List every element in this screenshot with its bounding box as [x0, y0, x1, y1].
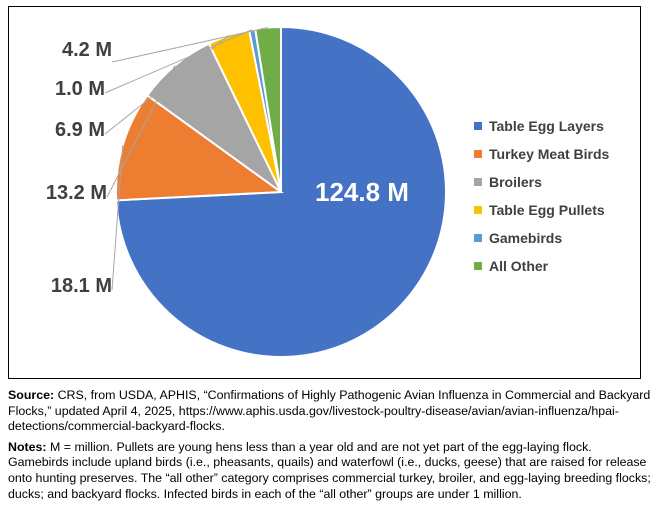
legend-item-turkey-meat-birds: Turkey Meat Birds	[474, 146, 610, 162]
legend-swatch	[474, 150, 482, 158]
legend-swatch	[474, 122, 482, 130]
source-heading: Source:	[8, 388, 55, 402]
legend-item-all-other: All Other	[474, 258, 549, 274]
leader-line-table-egg-pullets	[104, 35, 229, 135]
data-label-table-egg-pullets: 6.9 M	[55, 119, 105, 141]
legend-swatch	[474, 178, 482, 186]
chart-frame: 124.8 M 18.1 M 13.2 M 6.9 M 1.0 M 4.2 M Table…	[8, 6, 641, 379]
legend-item-table-egg-layers: Table Egg Layers	[474, 118, 604, 134]
legend-label: Turkey Meat Birds	[489, 146, 610, 162]
leader-line-all-other	[111, 27, 269, 63]
data-label-broilers: 13.2 M	[46, 182, 107, 204]
pie-chart: 124.8 M 18.1 M 13.2 M 6.9 M 1.0 M 4.2 M Table…	[46, 25, 610, 358]
legend-swatch	[474, 234, 482, 242]
legend-item-broilers: Broilers	[474, 174, 542, 190]
leader-line-gamebirds	[104, 29, 253, 94]
source-text: CRS, from USDA, APHIS, “Confirmations of…	[8, 388, 651, 434]
data-label-table-egg-layers: 124.8 M	[315, 177, 409, 207]
legend-label: Table Egg Layers	[489, 118, 604, 134]
notes-heading: Notes:	[8, 439, 47, 454]
legend-item-table-egg-pullets: Table Egg Pullets	[474, 202, 605, 218]
data-label-all-other: 4.2 M	[62, 39, 112, 61]
data-label-turkey-meat-birds: 18.1 M	[51, 275, 112, 297]
legend-label: Table Egg Pullets	[489, 202, 605, 218]
source-note: Source: CRS, from USDA, APHIS, “Confirma…	[8, 388, 653, 435]
legend-label: Gamebirds	[489, 230, 562, 246]
data-label-gamebirds: 1.0 M	[55, 78, 105, 100]
legend-swatch	[474, 206, 482, 214]
legend-label: All Other	[489, 258, 549, 274]
notes-text: M = million. Pullets are young hens less…	[8, 439, 651, 501]
legend-label: Broilers	[489, 174, 542, 190]
legend-item-gamebirds: Gamebirds	[474, 230, 562, 246]
notes-note: Notes: M = million. Pullets are young he…	[8, 440, 653, 502]
legend-swatch	[474, 262, 482, 270]
slice-all-other	[254, 25, 282, 193]
notes-block: Source: CRS, from USDA, APHIS, “Confirma…	[8, 388, 653, 507]
